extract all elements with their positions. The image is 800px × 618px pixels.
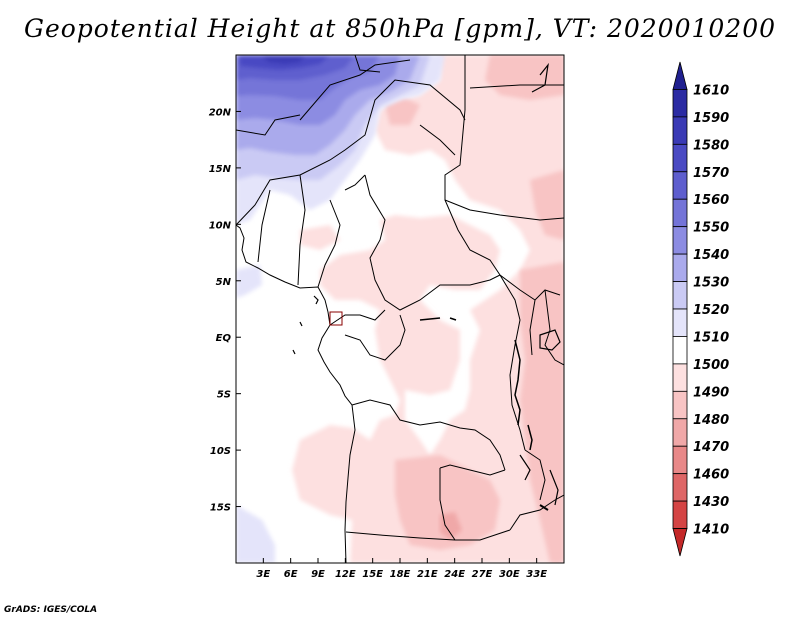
colorbar-label: 1510 (693, 330, 729, 345)
colorbar-label: 1480 (693, 413, 729, 428)
grads-credit: GrADS: IGES/COLA (4, 605, 98, 615)
lat-label: 10N (209, 220, 232, 231)
lon-label: 24E (444, 569, 465, 580)
colorbar-box (672, 445, 688, 475)
lon-label: 15E (362, 569, 383, 580)
colorbar-label: 1490 (693, 385, 729, 400)
lon-label: 9E (311, 569, 325, 580)
lat-label: 15N (209, 164, 232, 175)
lon-label: 21E (417, 569, 438, 580)
colorbar-label: 1550 (693, 221, 729, 236)
colorbar-box (672, 226, 688, 255)
map-title: Geopotential Height at 850hPa [gpm], VT:… (23, 14, 777, 43)
colorbar-box (672, 143, 688, 173)
colorbar-label: 1530 (693, 276, 729, 291)
colorbar-box (672, 253, 688, 282)
colorbar-label: 1470 (693, 440, 729, 455)
colorbar-label: 1430 (693, 495, 729, 510)
colorbar-label: 1500 (693, 358, 729, 373)
lat-label: EQ (216, 333, 232, 344)
colorbar-label: 1580 (693, 138, 729, 153)
colorbar-label: 1590 (693, 111, 729, 126)
lat-label: 5S (217, 390, 231, 401)
lon-label: 6E (284, 569, 298, 580)
lat-label: 15S (210, 503, 231, 514)
lon-label: 27E (472, 569, 493, 580)
colorbar-labels: 1610 1590 1580 1570 1560 1550 1540 1530 1520 1510… (693, 83, 729, 537)
lon-label: 33E (526, 569, 547, 580)
colorbar-label: 1410 (693, 523, 729, 538)
colorbar-box (672, 528, 688, 557)
lon-label: 3E (256, 569, 270, 580)
lat-label: 20N (209, 107, 232, 118)
colorbar-label: 1570 (693, 166, 729, 181)
height-field (236, 55, 564, 563)
longitude-axis: 3E 6E 9E 12E 15E 18E 21E 24E 27E 30E 33E (256, 558, 547, 580)
colorbar-label: 1460 (693, 468, 729, 483)
colorbar-box (672, 500, 688, 529)
colorbar-box (672, 171, 688, 200)
colorbar-box (672, 198, 688, 228)
colorbar-box (672, 418, 688, 447)
lon-label: 18E (390, 569, 411, 580)
colorbar-label: 1540 (693, 248, 729, 263)
latitude-axis: 20N 15N 10N 5N EQ 5S 10S 15S (209, 107, 241, 514)
colorbar-label: 1520 (693, 303, 729, 318)
colorbar-box (672, 281, 688, 310)
colorbar-box (672, 336, 688, 365)
colorbar-box (672, 363, 688, 392)
colorbar-box (672, 116, 688, 145)
lon-label: 30E (499, 569, 520, 580)
colorbar-label: 1560 (693, 193, 729, 208)
lon-label: 12E (335, 569, 356, 580)
colorbar-box (672, 308, 688, 337)
country-borders (236, 55, 564, 563)
lat-label: 10S (210, 446, 231, 457)
colorbar-box (672, 390, 688, 420)
colorbar-boxes (672, 61, 688, 557)
colorbar-box (672, 473, 688, 502)
colorbar-box (672, 61, 688, 90)
lat-label: 5N (216, 277, 232, 288)
colorbar-box (672, 89, 688, 118)
colorbar-label: 1610 (693, 83, 729, 98)
